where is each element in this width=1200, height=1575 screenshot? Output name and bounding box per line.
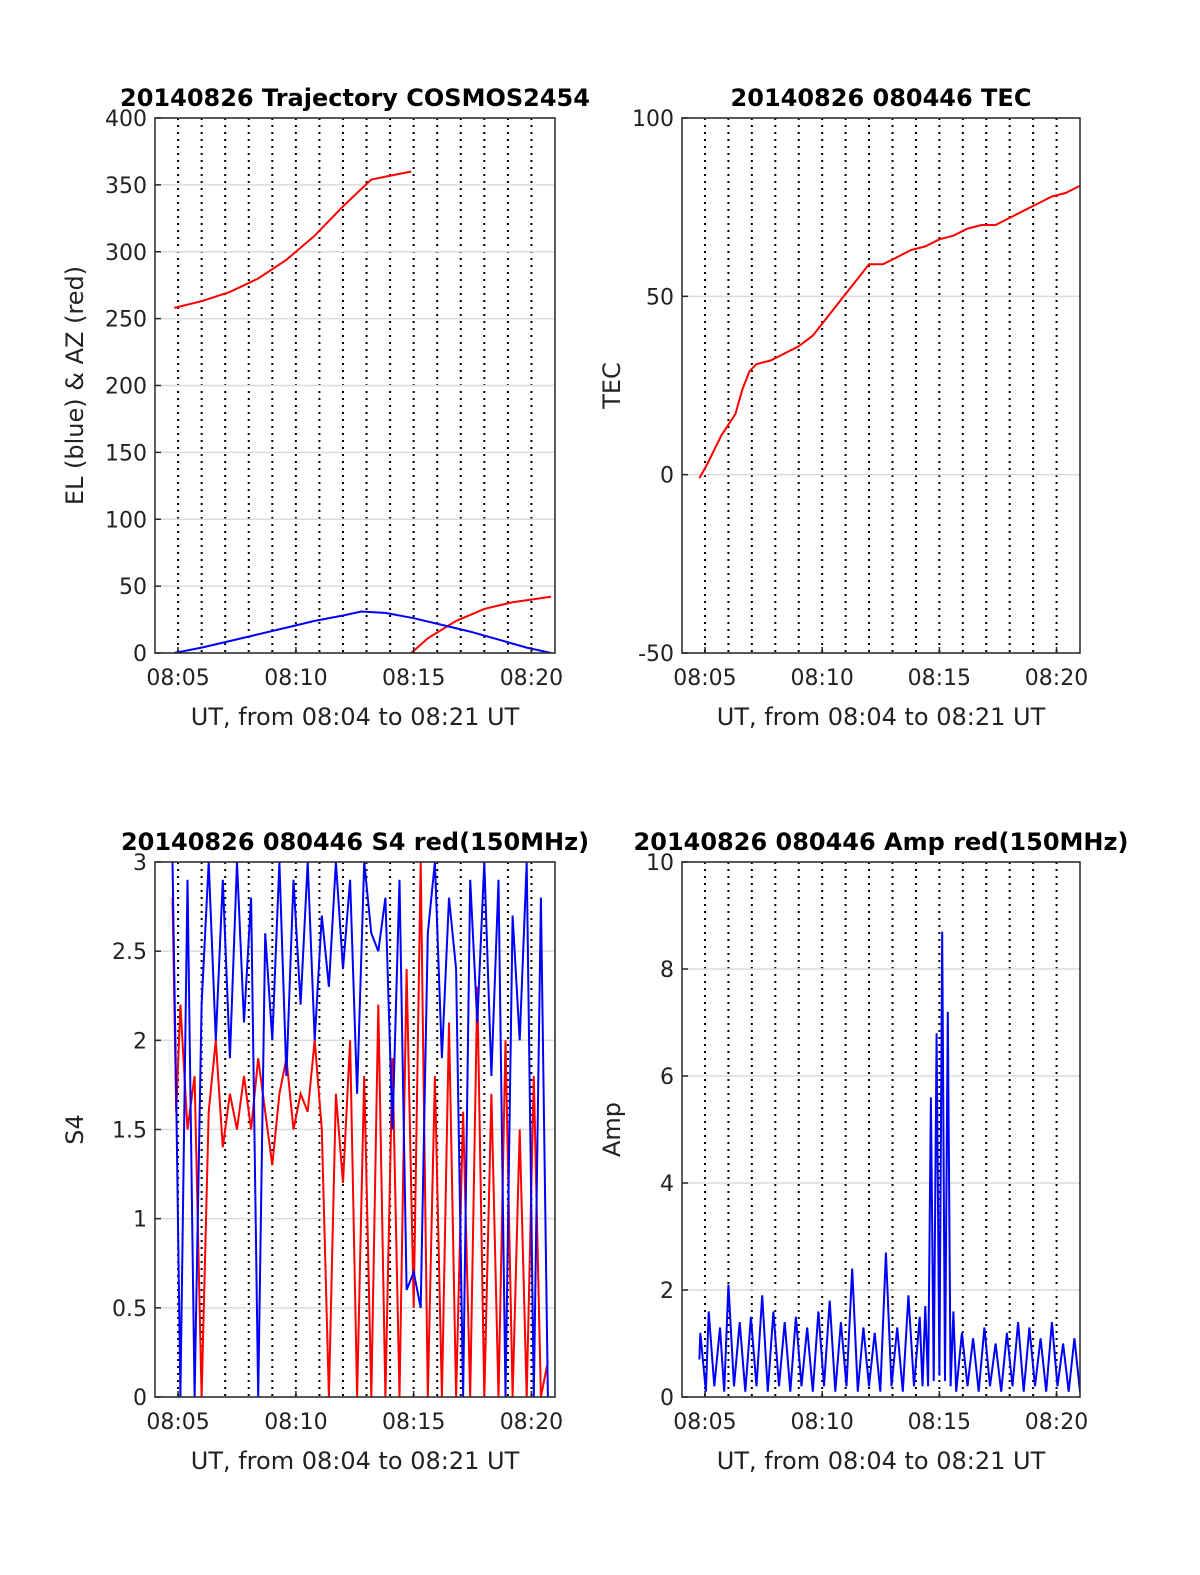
y-tick-label: 0.5 [112,1297,147,1322]
x-tick-label: 08:10 [264,666,327,691]
y-tick-label: 6 [660,1065,674,1090]
y-tick-label: 100 [105,508,147,533]
series-line [698,184,1080,479]
y-tick-label: -50 [638,642,674,667]
y-tick-label: 0 [660,464,674,489]
x-axis-label: UT, from 08:04 to 08:21 UT [191,703,520,731]
chart-title: 20140826 080446 Amp red(150MHz) [634,828,1129,856]
plot-area [682,118,1080,653]
y-tick-label: 2 [133,1029,147,1054]
chart-title: 20140826 080446 S4 red(150MHz) [121,828,589,856]
series-line [174,610,552,653]
y-tick-label: 200 [105,375,147,400]
x-tick-label: 08:10 [791,666,854,691]
y-tick-label: 1 [133,1208,147,1233]
y-tick-label: 4 [660,1172,674,1197]
y-tick-label: 0 [133,642,147,667]
y-tick-label: 8 [660,958,674,983]
chart-panel-tec: 08:05 08:10 08:15 08:20 -50 0 50 100 20140826 08… [598,84,1088,731]
x-axis-label: UT, from 08:04 to 08:21 UT [717,703,1046,731]
y-tick-label: 400 [105,107,147,132]
y-tick-label: 0 [133,1386,147,1411]
x-tick-label: 08:20 [1025,1410,1088,1435]
y-tick-label: 250 [105,308,147,333]
y-tick-label: 50 [646,285,674,310]
series-line [171,862,549,1397]
x-tick-label: 08:20 [500,1410,563,1435]
y-axis-label: Amp [598,1102,626,1157]
chart-title: 20140826 080446 TEC [731,84,1032,112]
y-tick-label: 0 [660,1386,674,1411]
y-axis-label: EL (blue) & AZ (red) [61,266,89,505]
x-tick-label: 08:05 [146,1410,209,1435]
x-tick-label: 08:15 [382,1410,445,1435]
y-tick-label: 300 [105,241,147,266]
y-tick-label: 3 [133,851,147,876]
chart-title: 20140826 Trajectory COSMOS2454 [120,84,590,112]
x-tick-label: 08:20 [1025,666,1088,691]
y-tick-label: 2.5 [112,940,147,965]
x-tick-label: 08:05 [673,666,736,691]
x-tick-label: 08:15 [908,1410,971,1435]
plot-area [682,862,1080,1397]
chart-panel-s4: 08:05 08:10 08:15 08:20 0 0.5 1 1.5 2 2.5 32014082… [61,828,589,1475]
x-tick-label: 08:05 [146,666,209,691]
x-axis-label: UT, from 08:04 to 08:21 UT [191,1447,520,1475]
y-tick-label: 50 [119,575,147,600]
x-tick-label: 08:15 [382,666,445,691]
series-line [171,862,549,1397]
x-tick-label: 08:10 [791,1410,854,1435]
y-tick-label: 2 [660,1279,674,1304]
series-line [173,170,552,653]
x-tick-label: 08:05 [673,1410,736,1435]
x-tick-label: 08:20 [500,666,563,691]
x-tick-label: 08:15 [908,666,971,691]
x-axis-label: UT, from 08:04 to 08:21 UT [717,1447,1046,1475]
y-axis-label: TEC [598,362,626,410]
y-tick-label: 1.5 [112,1119,147,1144]
y-tick-label: 350 [105,174,147,199]
chart-panel-trajectory: 08:05 08:10 08:15 08:20 0 50 100 150 200 250 300 35… [61,84,590,731]
series-line [698,931,1080,1392]
axes-box [681,861,1081,1398]
y-axis-label: S4 [61,1114,89,1145]
y-tick-label: 10 [646,851,674,876]
y-tick-label: 150 [105,441,147,466]
axes-box [681,117,1081,654]
x-tick-label: 08:10 [264,1410,327,1435]
y-tick-label: 100 [632,107,674,132]
